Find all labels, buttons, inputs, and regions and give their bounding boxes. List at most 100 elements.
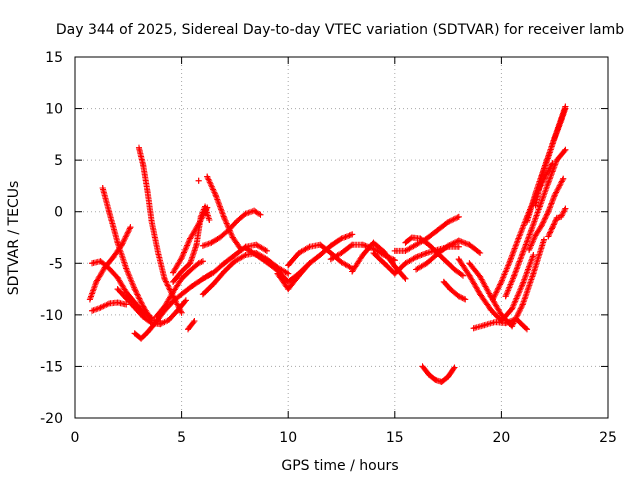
data-point (530, 270, 537, 277)
data-point (523, 326, 530, 333)
data-point (178, 291, 185, 298)
data-point (327, 242, 334, 249)
data-point (466, 241, 473, 248)
data-point (455, 293, 462, 300)
series-arc-19 (285, 241, 356, 272)
data-point (462, 296, 469, 303)
data-point (370, 239, 377, 246)
axes (74, 56, 609, 419)
data-point (438, 378, 445, 385)
data-point (545, 208, 552, 215)
data-point (515, 235, 522, 242)
data-point (432, 376, 439, 383)
series-arc-8 (153, 258, 206, 320)
x-tick-label: 15 (386, 430, 404, 446)
data-point (195, 177, 202, 184)
data-point (285, 286, 292, 293)
series-arc-7 (135, 144, 185, 316)
series-arc-18 (274, 231, 356, 293)
data-point (178, 268, 185, 275)
y-tick-label: 10 (45, 102, 63, 118)
data-point (170, 269, 177, 276)
data-point (285, 270, 292, 277)
data-point (106, 208, 113, 215)
data-point (477, 249, 484, 256)
data-point (114, 299, 121, 306)
data-point (231, 252, 238, 259)
data-point (442, 258, 449, 265)
data-point (212, 192, 219, 199)
data-point (123, 265, 130, 272)
series-arc-2 (86, 224, 134, 303)
data-point (349, 268, 356, 275)
data-point (202, 203, 209, 210)
data-point (204, 173, 211, 180)
data-point (551, 192, 558, 199)
data-point (187, 260, 194, 267)
x-tick-label: 20 (492, 430, 510, 446)
data-point (511, 272, 518, 279)
x-tick-label: 0 (71, 430, 80, 446)
data-point (417, 235, 424, 242)
data-point (425, 241, 432, 248)
data-point (317, 252, 324, 259)
data-point (445, 219, 452, 226)
y-tick-label: 15 (45, 50, 63, 66)
data-point (549, 224, 556, 231)
data-point (425, 371, 432, 378)
data-point (451, 364, 458, 371)
data-point (184, 326, 191, 333)
data-point (193, 241, 200, 248)
data-point (381, 248, 388, 255)
data-point (545, 233, 552, 240)
data-point (106, 265, 113, 272)
data-point (558, 213, 565, 220)
series-arc-14 (199, 207, 264, 249)
data-point (509, 323, 516, 330)
data-point (153, 319, 160, 326)
series-arc-30 (470, 315, 530, 333)
data-point (413, 254, 420, 261)
data-point (477, 291, 484, 298)
data-point (123, 295, 130, 302)
data-point (530, 252, 537, 259)
data-point (532, 202, 539, 209)
series-arc-34 (526, 175, 567, 253)
data-point (408, 234, 415, 241)
data-point (513, 315, 520, 322)
data-point (285, 278, 292, 285)
data-point (532, 232, 539, 239)
data-point (199, 291, 206, 298)
data-point (242, 244, 249, 251)
data-point (402, 260, 409, 267)
data-point (229, 234, 236, 241)
data-point (263, 259, 270, 266)
data-point (402, 247, 409, 254)
data-point (285, 262, 292, 269)
data-point (523, 219, 530, 226)
data-point (140, 313, 147, 320)
y-tick-label: 5 (54, 153, 63, 169)
data-point (199, 258, 206, 265)
data-point (502, 320, 509, 327)
data-point (562, 103, 569, 110)
data-point (359, 252, 366, 259)
data-point (221, 268, 228, 275)
data-point (434, 227, 441, 234)
data-point (114, 274, 121, 281)
data-point (191, 318, 198, 325)
data-point (199, 275, 206, 282)
data-point (470, 325, 477, 332)
data-points (86, 103, 569, 385)
data-point (210, 269, 217, 276)
data-point (155, 249, 162, 256)
data-point (106, 300, 113, 307)
data-point (253, 252, 260, 259)
data-point (131, 330, 138, 337)
data-point (208, 239, 215, 246)
series-arc-35 (532, 103, 569, 209)
series-arc-32 (502, 146, 569, 300)
data-point (317, 241, 324, 248)
data-point (509, 305, 516, 312)
